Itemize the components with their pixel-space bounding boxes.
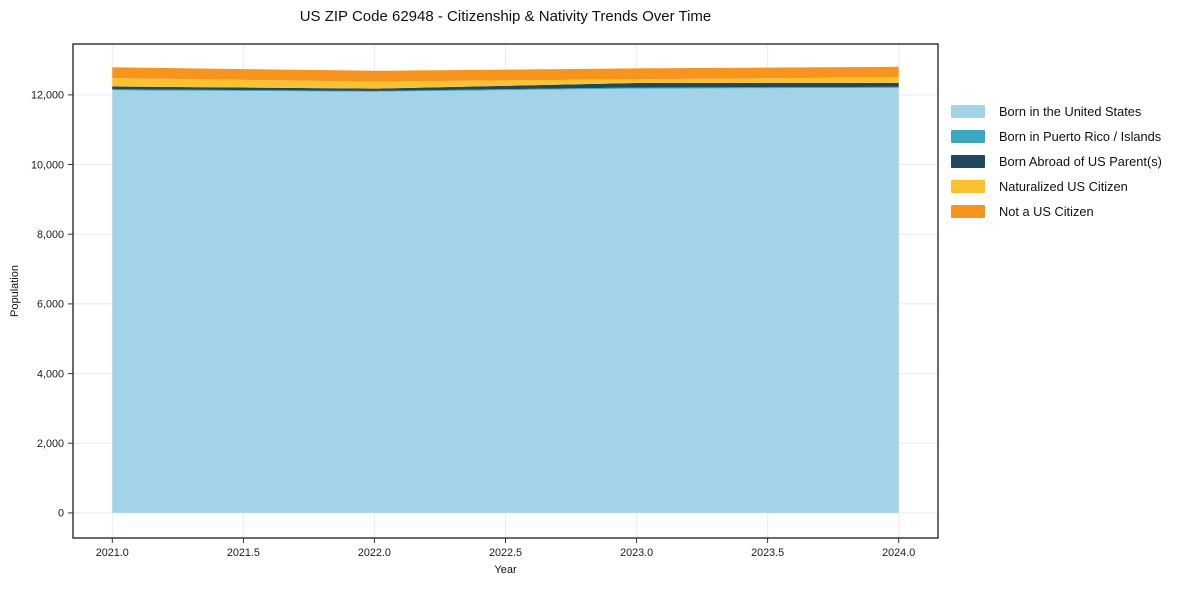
y-axis-label: Population xyxy=(9,265,21,317)
legend-item-born-in-the-united-states: Born in the United States xyxy=(951,104,1162,119)
legend-item-born-in-puerto-rico-islands: Born in Puerto Rico / Islands xyxy=(951,129,1162,144)
x-tick-label: 2021.5 xyxy=(227,547,260,559)
y-tick-label: 0 xyxy=(58,508,64,520)
legend-item-not-a-us-citizen: Not a US Citizen xyxy=(951,204,1162,219)
legend-item-born-abroad-of-us-parent-s: Born Abroad of US Parent(s) xyxy=(951,154,1162,169)
area-naturalized-us-citizen xyxy=(112,77,899,89)
x-tick-label: 2022.0 xyxy=(358,547,391,559)
area-not-a-us-citizen xyxy=(112,66,899,82)
legend-label: Born in the United States xyxy=(999,104,1142,119)
chart-title: US ZIP Code 62948 - Citizenship & Nativi… xyxy=(299,8,712,25)
legend-label: Born Abroad of US Parent(s) xyxy=(999,154,1162,169)
x-tick-label: 2023.5 xyxy=(751,547,784,559)
x-tick-label: 2024.0 xyxy=(882,547,915,559)
chart-legend: Born in the United States Born in Puerto … xyxy=(951,104,1162,219)
x-tick-label: 2023.0 xyxy=(620,547,653,559)
y-tick-label: 12,000 xyxy=(31,90,64,102)
y-tick-label: 4,000 xyxy=(37,368,64,380)
y-tick-label: 10,000 xyxy=(31,159,64,171)
y-tick-label: 6,000 xyxy=(37,299,64,311)
x-tick-label: 2021.0 xyxy=(96,547,129,559)
area-born-in-the-united-states xyxy=(112,87,899,513)
legend-item-naturalized-us-citizen: Naturalized US Citizen xyxy=(951,179,1162,194)
x-tick-label: 2022.5 xyxy=(489,547,522,559)
area-born-abroad-of-us-parent-s xyxy=(112,83,899,91)
y-tick-label: 8,000 xyxy=(37,229,64,241)
y-tick-label: 2,000 xyxy=(37,438,64,450)
legend-swatch-born-in-puerto-rico-islands xyxy=(951,130,985,143)
legend-swatch-born-abroad-of-us-parent-s xyxy=(951,155,985,168)
x-axis-label: Year xyxy=(494,564,517,576)
legend-label: Naturalized US Citizen xyxy=(999,179,1128,194)
legend-swatch-born-in-the-united-states xyxy=(951,105,985,118)
legend-swatch-not-a-us-citizen xyxy=(951,205,985,218)
area-born-in-puerto-rico-islands xyxy=(112,86,899,92)
legend-swatch-naturalized-us-citizen xyxy=(951,180,985,193)
legend-label: Born in Puerto Rico / Islands xyxy=(999,129,1162,144)
legend-label: Not a US Citizen xyxy=(999,204,1094,219)
